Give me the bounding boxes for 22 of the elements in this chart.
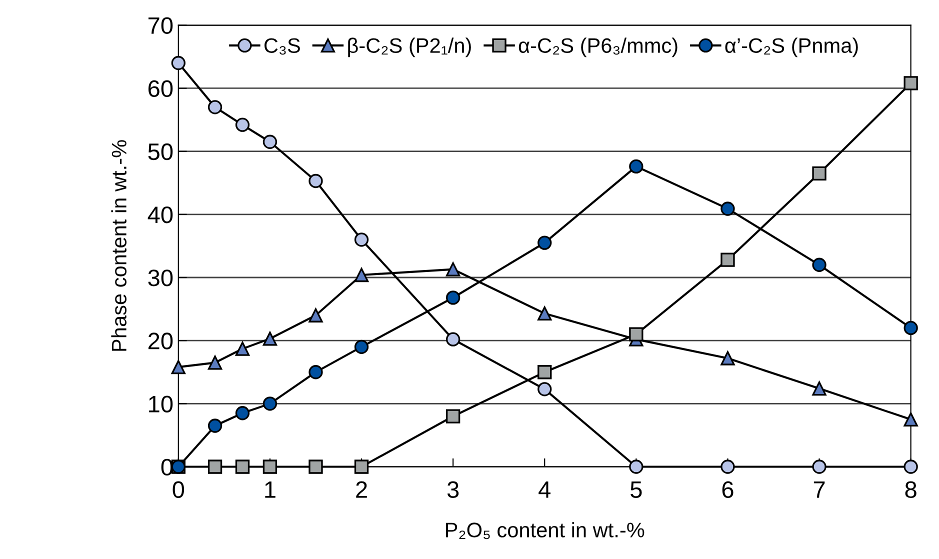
x-tick-label: 1	[265, 482, 276, 498]
legend-label: β-C₂S (P2₁/n)	[348, 38, 471, 58]
x-tick-label: 0	[172, 481, 184, 498]
x-tick-label: 7	[814, 482, 825, 498]
legend-label: α-C₂S (P6₃/mmc)	[518, 38, 678, 58]
y-tick-label: 60	[148, 80, 173, 98]
y-axis-title: Phase content in wt.-%	[111, 140, 127, 351]
x-tick-label: 5	[630, 482, 642, 498]
x-tick-label: 3	[447, 481, 459, 498]
x-tick-label: 6	[722, 481, 734, 498]
x-tick-label: 2	[356, 481, 367, 498]
x-tick-label: 8	[905, 481, 916, 498]
y-tick-label: 20	[148, 332, 173, 350]
y-tick-label: 50	[148, 143, 173, 160]
x-tick-label: 4	[538, 482, 550, 498]
legend-label: C₃S	[264, 38, 300, 55]
x-axis-title: P₂O₅ content in wt.-%	[446, 522, 644, 540]
y-tick-label: 10	[149, 396, 173, 412]
legend-label: α’-C₂S (Pnma)	[725, 38, 858, 58]
y-tick-label: 70	[148, 17, 173, 34]
y-tick-label: 30	[148, 270, 173, 286]
y-tick-label: 40	[148, 206, 173, 224]
